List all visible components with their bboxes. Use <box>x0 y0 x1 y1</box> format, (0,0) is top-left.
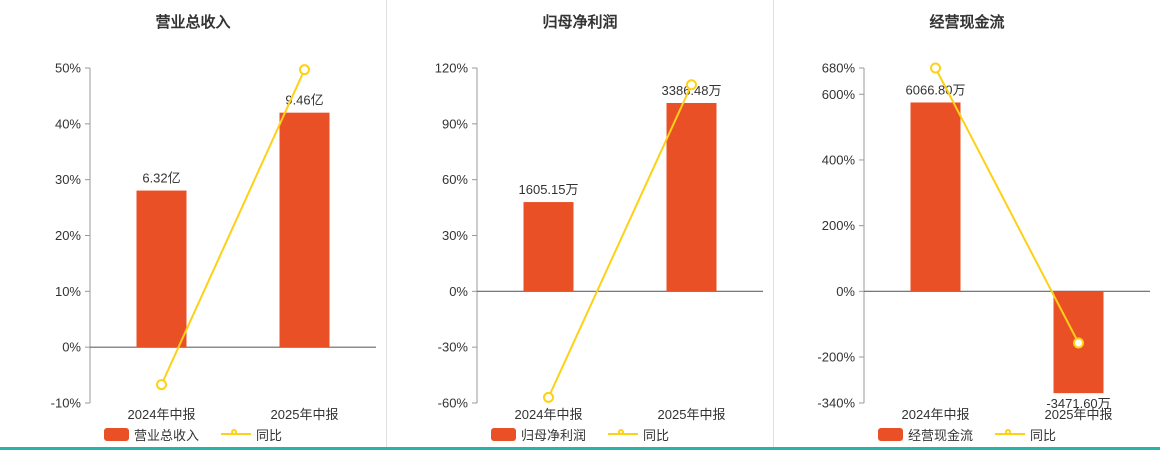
x-axis-label: 2024年中报 <box>128 407 196 422</box>
legend-label-cash-flow: 经营现金流 <box>907 427 973 443</box>
y-tick-label: 10% <box>55 284 81 299</box>
x-axis-label: 2025年中报 <box>658 407 726 422</box>
chart-legend-net-profit: 归母净利润 同比 <box>490 424 669 444</box>
chart-title-net-profit: 归母净利润 <box>542 14 618 31</box>
yoy-marker[interactable] <box>1073 337 1084 349</box>
bar-swatch-icon <box>490 427 516 441</box>
yoy-marker[interactable] <box>543 391 554 403</box>
revenue-chart-svg: 50% 40% 30% 20% 10% 0% -10% 6.32亿 9.46亿 2024年中报 20… <box>51 61 376 422</box>
legend-item-net-profit-yoy[interactable]: 同比 <box>608 425 669 444</box>
legend-label-revenue: 营业总收入 <box>133 427 199 443</box>
bottom-accent-bar <box>0 447 1160 450</box>
bar-value-label: -3471.60万 <box>1046 396 1110 411</box>
chart-panel-revenue: 营业总收入 50% 40% 30% 20% 10% 0% -10% 6.32亿 9.46亿 202… <box>0 0 386 450</box>
y-tick-label: 680% <box>822 61 856 76</box>
legend-item-revenue-bar[interactable]: 营业总收入 <box>103 425 199 444</box>
net-profit-chart-svg: 120% 90% 60% 30% 0% -30% -60% 1605.15万 3386.48万 2… <box>435 61 763 422</box>
yoy-marker[interactable] <box>930 62 941 74</box>
bar[interactable] <box>910 102 961 292</box>
y-tick-label: 50% <box>55 61 81 76</box>
bar[interactable] <box>666 102 717 292</box>
y-tick-label: 30% <box>442 228 468 243</box>
bar-swatch-icon <box>103 427 129 441</box>
y-tick-label: -10% <box>51 396 82 411</box>
y-tick-label: -340% <box>817 396 855 411</box>
bar[interactable] <box>523 202 574 292</box>
y-tick-label: 200% <box>822 218 856 233</box>
y-tick-label: 20% <box>55 228 81 243</box>
bar-value-label: 3386.48万 <box>662 83 722 98</box>
legend-item-cash-flow-bar[interactable]: 经营现金流 <box>877 425 973 444</box>
legend-label-yoy: 同比 <box>256 427 283 443</box>
chart-legend-revenue: 营业总收入 同比 <box>103 424 282 444</box>
y-tick-label: 40% <box>55 116 81 131</box>
yoy-line <box>547 84 693 398</box>
bar-value-label: 6066.80万 <box>906 82 966 97</box>
y-tick-label: 0% <box>449 284 468 299</box>
bar-value-label: 6.32亿 <box>142 171 180 186</box>
legend-label-net-profit: 归母净利润 <box>520 427 586 443</box>
cash-flow-chart-svg: 680% 600% 400% 200% 0% -200% -340% 6066.80万 -347… <box>817 61 1150 422</box>
bar-value-label: 1605.15万 <box>519 182 579 197</box>
legend-item-net-profit-bar[interactable]: 归母净利润 <box>490 425 586 444</box>
legend-label-yoy: 同比 <box>1030 427 1057 443</box>
bar-value-label: 9.46亿 <box>285 93 323 108</box>
y-tick-label: 30% <box>55 172 81 187</box>
y-tick-label: -200% <box>817 350 855 365</box>
chart-panel-net-profit: 归母净利润 120% 90% 60% 30% 0% -30% -60% 1605.15万 338… <box>386 0 773 450</box>
y-tick-label: 600% <box>822 87 856 102</box>
x-axis-label: 2024年中报 <box>902 407 970 422</box>
line-marker-icon <box>608 428 638 441</box>
line-marker-icon <box>221 428 251 441</box>
y-tick-label: 400% <box>822 152 856 167</box>
y-tick-label: 0% <box>836 284 855 299</box>
y-tick-label: 90% <box>442 116 468 131</box>
chart-title-revenue: 营业总收入 <box>155 14 231 31</box>
bar-swatch-icon <box>877 427 903 441</box>
chart-legend-cash-flow: 经营现金流 同比 <box>877 424 1056 444</box>
bar[interactable] <box>279 112 330 348</box>
yoy-marker[interactable] <box>299 64 310 76</box>
y-tick-label: 120% <box>435 61 469 76</box>
x-axis-label: 2024年中报 <box>515 407 583 422</box>
y-tick-label: 60% <box>442 172 468 187</box>
x-axis-label: 2025年中报 <box>271 407 339 422</box>
chart-title-cash-flow: 经营现金流 <box>929 14 1005 31</box>
y-tick-label: 0% <box>62 340 81 355</box>
y-tick-label: -60% <box>438 396 469 411</box>
bar[interactable] <box>136 190 187 348</box>
x-axis-label: 2025年中报 <box>1045 407 1113 422</box>
yoy-marker[interactable] <box>686 79 697 91</box>
yoy-line <box>934 67 1080 344</box>
legend-item-cash-flow-yoy[interactable]: 同比 <box>995 425 1056 444</box>
legend-item-revenue-yoy[interactable]: 同比 <box>221 425 282 444</box>
y-tick-label: -30% <box>438 340 469 355</box>
chart-panel-cash-flow: 经营现金流 680% 600% 400% 200% 0% -200% -340% 6066.8… <box>773 0 1160 450</box>
yoy-line <box>160 69 306 385</box>
legend-label-yoy: 同比 <box>643 427 670 443</box>
yoy-marker[interactable] <box>156 379 167 391</box>
line-marker-icon <box>995 428 1025 441</box>
